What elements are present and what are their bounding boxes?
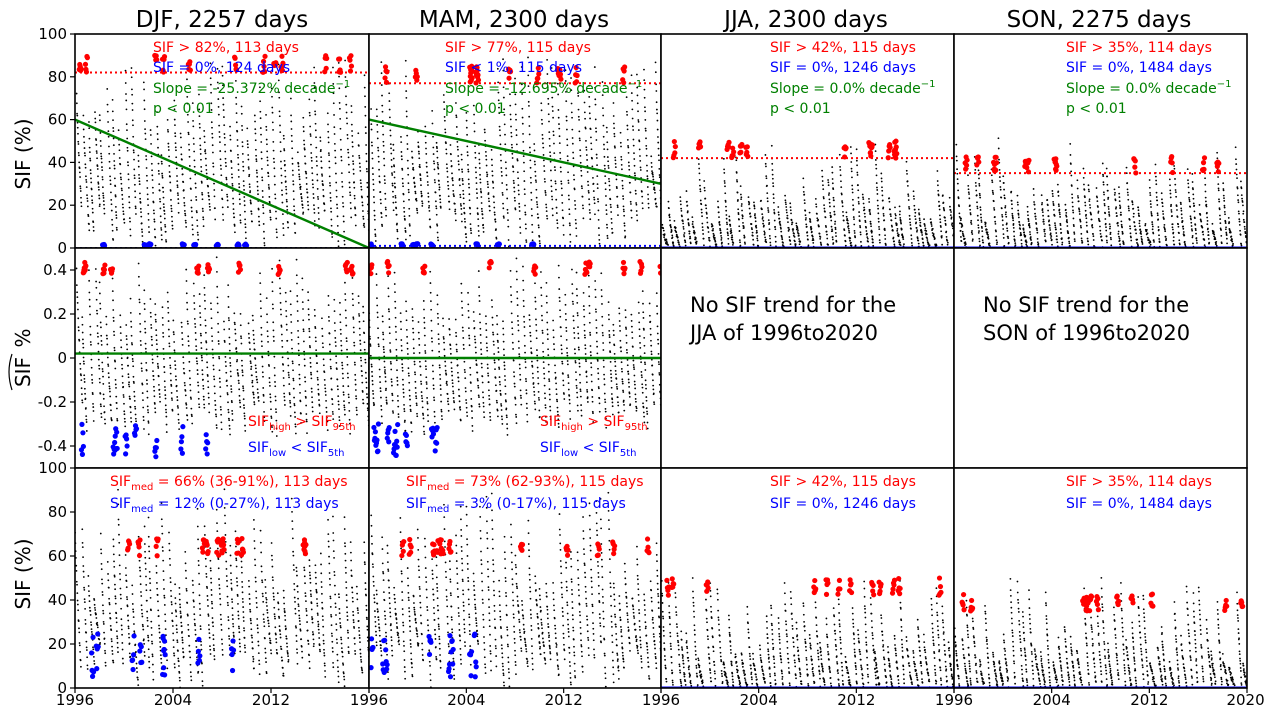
panel-frame [953,467,1248,689]
y-tick-label: 40 [48,153,67,171]
y-tick-label: -0.2 [38,393,67,411]
x-tick-label: 2012 [545,691,583,709]
high-median-text: SIFmed = 73% (62-93%), 115 days [406,474,644,493]
p-value-text: p < 0.01 [1066,101,1127,117]
y-tick-label: 0 [57,679,67,697]
y-tick-label: 80 [48,503,67,521]
low-days-text: SIF = 0%, 124 days [153,60,290,76]
title-djf: DJF, 2257 days [136,7,308,33]
panel-bg [661,34,954,248]
high-days-text: SIF > 35%, 114 days [1066,40,1212,56]
svg-text:%: % [11,328,35,347]
slope-text: Slope = -25.372% decade−1 [153,79,350,97]
panel-bg [661,248,954,468]
x-tick-label: 2012 [837,691,875,709]
data-points [75,52,369,248]
slope-text: Slope = -12.695% decade−1 [445,79,642,97]
low-median-text: SIFmed = 12% (0-27%), 113 days [110,496,339,515]
data-points [369,257,661,458]
panel-r3-c4 [953,467,1248,693]
low-days-text: SIF < 1%, 115 days [445,60,582,76]
y-tick-label: 0 [57,349,67,367]
y-tick-label: 40 [48,591,67,609]
low-anomaly-legend: SIFlow < SIF5th [248,440,345,459]
x-tick-label: 2012 [252,691,290,709]
panel-r2-c4 [953,247,1248,469]
data-points [75,256,369,460]
panel-r1-c3 [660,33,955,249]
panel-r2-c1: -0.4 -0.2 0 0.2 0.4 [38,247,370,469]
ylabel-row3: SIF (%) [11,538,35,609]
x-tick-label: 1996 [935,691,973,709]
slope-text: Slope = 0.0% decade−1 [1066,79,1232,97]
panel-r2-c2 [368,247,662,469]
y-tick-label: 60 [48,547,67,565]
x-tick-label: 1996 [56,691,94,709]
panel-bg [954,34,1247,248]
x-tick-label: 2012 [1130,691,1168,709]
x-tick-label: 2020 [1226,691,1264,709]
ylabel-row2: SIF % [8,328,35,391]
no-trend-text: No SIF trend for the [983,293,1189,317]
panel-r2-c3 [660,247,955,469]
panel-bg [954,248,1247,468]
y-tick-label: -0.4 [38,437,67,455]
panel-bg [75,248,369,468]
low-days-text: SIF = 0%, 1484 days [1066,60,1212,76]
x-tick-label: 2004 [1033,691,1071,709]
x-tick-label: 2004 [447,691,485,709]
y-tick-label: 100 [38,25,67,43]
data-points [75,488,369,688]
svg-text:SIF: SIF [11,357,35,387]
title-son: SON, 2275 days [1007,7,1192,33]
y-tick-label: 60 [48,111,67,129]
panel-r3-c2 [368,467,662,693]
x-tick-label: 1996 [350,691,388,709]
high-days-text: SIF > 77%, 115 days [445,40,591,56]
data-points [954,137,1247,248]
p-value-text: p < 0.01 [770,101,831,117]
ylabel-row1: SIF (%) [11,118,35,189]
low-anomaly-legend: SIFlow < SIF5th [540,440,637,459]
panel-r1-c2 [368,33,662,249]
no-trend-text: No SIF trend for the [690,293,896,317]
y-tick-label: 100 [38,459,67,477]
low-days-text: SIF = 0%, 1246 days [770,496,916,512]
no-trend-text: JJA of 1996to2020 [688,321,878,345]
title-jja: JJA, 2300 days [722,7,888,33]
high-anomaly-legend: SIFhigh > SIF95th [248,414,356,433]
trend-line [368,118,662,185]
y-tick-label: 0 [57,239,67,257]
low-days-text: SIF = 0%, 1246 days [770,60,916,76]
no-trend-text: SON of 1996to2020 [983,321,1190,345]
x-tick-label: 2004 [154,691,192,709]
y-tick-label: 20 [48,196,67,214]
panel-r3-c3 [660,467,955,693]
high-days-text: SIF > 42%, 115 days [770,474,916,490]
high-days-text: SIF > 35%, 114 days [1066,474,1212,490]
title-mam: MAM, 2300 days [419,7,609,33]
x-tick-label: 2004 [740,691,778,709]
slope-text: Slope = 0.0% decade−1 [770,79,936,97]
high-anomaly-legend: SIFhigh > SIF95th [540,414,648,433]
y-tick-label: 0.4 [43,261,67,279]
panel-bg [661,468,954,688]
y-tick-label: 20 [48,635,67,653]
x-tick-label: 1996 [642,691,680,709]
data-points [661,575,954,688]
p-value-text: p < 0.01 [445,101,506,117]
y-tick-label: 80 [48,68,67,86]
high-days-text: SIF > 42%, 115 days [770,40,916,56]
high-median-text: SIFmed = 66% (36-91%), 113 days [110,474,348,493]
data-points [661,138,954,248]
low-days-text: SIF = 0%, 1484 days [1066,496,1212,512]
y-tick-label: 0.2 [43,305,67,323]
panel-r3-c1: 0 20 40 60 80 100 [38,459,370,697]
p-value-text: p < 0.01 [153,101,214,117]
data-points [369,491,661,688]
low-median-text: SIFmed = 3% (0-17%), 115 days [406,496,626,515]
high-days-text: SIF > 82%, 113 days [153,40,299,56]
trend-line [74,118,370,250]
